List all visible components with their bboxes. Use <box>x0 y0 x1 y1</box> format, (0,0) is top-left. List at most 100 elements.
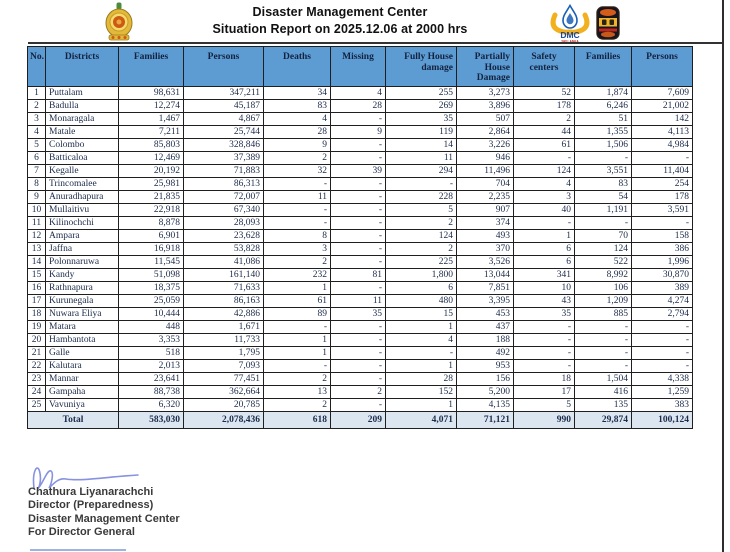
cell-partially-damaged: 3,226 <box>456 138 514 152</box>
cell-families: 7,211 <box>118 125 184 139</box>
page-right-border <box>722 0 724 552</box>
cell-fully-damaged: 1 <box>385 398 457 412</box>
cell-safety-families: 1,874 <box>574 86 632 100</box>
cell-missing: 9 <box>330 125 386 139</box>
table-row: 17 Kurunegala 25,059 86,163 61 11 480 3,395 43 1,… <box>27 294 693 308</box>
cell-missing: - <box>330 242 386 256</box>
cell-partially-damaged: 953 <box>456 359 514 373</box>
cell-persons: 67,340 <box>183 203 264 217</box>
signature-block: Chathura Liyanarachchi Director (Prepare… <box>28 486 180 540</box>
cell-safety-families: 106 <box>574 281 632 295</box>
cell-deaths: - <box>263 177 331 191</box>
cell-no: 16 <box>27 281 46 295</box>
cell-district: Matara <box>45 320 119 334</box>
table-row: 10 Mullaitivu 22,918 67,340- -5 907 40 1,191 3,5… <box>27 203 693 217</box>
col-header-deaths: Deaths <box>263 46 331 87</box>
cell-district: Matale <box>45 125 119 139</box>
cell-partially-damaged: 946 <box>456 151 514 165</box>
cell-partially-damaged: 3,896 <box>456 99 514 113</box>
cell-safety-centers: 44 <box>513 125 575 139</box>
cell-families: 21,835 <box>118 190 184 204</box>
cell-safety-persons: 1,996 <box>631 255 693 269</box>
cell-safety-persons: 4,984 <box>631 138 693 152</box>
cell-fully-damaged: 228 <box>385 190 457 204</box>
cell-safety-families: - <box>574 320 632 334</box>
cell-families: 88,738 <box>118 385 184 399</box>
header-divider <box>28 42 724 44</box>
cell-persons: 7,093 <box>183 359 264 373</box>
cell-safety-families: - <box>574 151 632 165</box>
sri-lanka-emblem-logo <box>105 2 133 41</box>
cell-district: Anuradhapura <box>45 190 119 204</box>
cell-missing: 4 <box>330 86 386 100</box>
cell-families: 8,878 <box>118 216 184 230</box>
report-title: Disaster Management Center <box>252 5 428 19</box>
dmc-logo-subtext: SRI LANKA <box>561 40 579 44</box>
cell-safety-persons: 389 <box>631 281 693 295</box>
cell-partially-damaged: 188 <box>456 333 514 347</box>
cell-safety-centers: 124 <box>513 164 575 178</box>
cell-safety-families: 6,246 <box>574 99 632 113</box>
table-row: 16 Rathnapura 18,375 71,633 1-6 7,851 10 106 389 <box>27 281 693 295</box>
cell-safety-families: 1,355 <box>574 125 632 139</box>
cell-missing: - <box>330 138 386 152</box>
cell-families: 3,353 <box>118 333 184 347</box>
cell-no: 4 <box>27 125 46 139</box>
cell-fully-damaged: 269 <box>385 99 457 113</box>
table-row: 4 Matale 7,211 25,744 28 9 119 2,864 44 1,355 4,11… <box>27 125 693 139</box>
cell-safety-families: 1,504 <box>574 372 632 386</box>
cell-partially-damaged: 492 <box>456 346 514 360</box>
cell-fully-damaged: - <box>385 177 457 191</box>
cell-district: Kandy <box>45 268 119 282</box>
page-bottom-line <box>30 549 126 551</box>
cell-fully-damaged: 225 <box>385 255 457 269</box>
total-persons: 2,078,436 <box>183 411 264 429</box>
total-label: Total <box>27 411 119 429</box>
cell-partially-damaged: 11,496 <box>456 164 514 178</box>
cell-missing: - <box>330 229 386 243</box>
table-row: 25 Vavuniya 6,320 20,785 2-1 4,135 5 135 383 <box>27 398 693 412</box>
cell-safety-centers: 5 <box>513 398 575 412</box>
cell-persons: 1,795 <box>183 346 264 360</box>
cell-missing: - <box>330 346 386 360</box>
cell-safety-persons: 30,870 <box>631 268 693 282</box>
cell-deaths: 2 <box>263 151 331 165</box>
cell-safety-families: 885 <box>574 307 632 321</box>
cell-safety-centers: 35 <box>513 307 575 321</box>
cell-deaths: 1 <box>263 281 331 295</box>
cell-no: 5 <box>27 138 46 152</box>
cell-families: 23,641 <box>118 372 184 386</box>
cell-persons: 37,389 <box>183 151 264 165</box>
table-row: 19 Matara 448 1,671- -1 437- - - <box>27 320 693 334</box>
cell-safety-persons: 1,259 <box>631 385 693 399</box>
cell-partially-damaged: 156 <box>456 372 514 386</box>
cell-district: Nuwara Eliya <box>45 307 119 321</box>
cell-district: Batticaloa <box>45 151 119 165</box>
cell-no: 10 <box>27 203 46 217</box>
cell-families: 448 <box>118 320 184 334</box>
cell-persons: 328,846 <box>183 138 264 152</box>
cell-no: 12 <box>27 229 46 243</box>
cell-missing: - <box>330 216 386 230</box>
cell-safety-families: 522 <box>574 255 632 269</box>
cell-fully-damaged: 152 <box>385 385 457 399</box>
table-row: 3 Monaragala 1,467 4,867 4-35 507 2 51 142 <box>27 112 693 126</box>
cell-persons: 86,163 <box>183 294 264 308</box>
cell-safety-persons: 142 <box>631 112 693 126</box>
cell-persons: 1,671 <box>183 320 264 334</box>
cell-safety-centers: - <box>513 333 575 347</box>
cell-missing: 81 <box>330 268 386 282</box>
cell-partially-damaged: 13,044 <box>456 268 514 282</box>
cell-partially-damaged: 493 <box>456 229 514 243</box>
signature-ink <box>32 467 139 490</box>
cell-fully-damaged: 2 <box>385 216 457 230</box>
cell-no: 19 <box>27 320 46 334</box>
cell-district: Trincomalee <box>45 177 119 191</box>
col-header-missing: Missing <box>330 46 386 87</box>
cell-safety-persons: 178 <box>631 190 693 204</box>
cell-no: 6 <box>27 151 46 165</box>
cell-fully-damaged: 35 <box>385 112 457 126</box>
cell-persons: 161,140 <box>183 268 264 282</box>
cell-no: 1 <box>27 86 46 100</box>
cell-district: Vavuniya <box>45 398 119 412</box>
